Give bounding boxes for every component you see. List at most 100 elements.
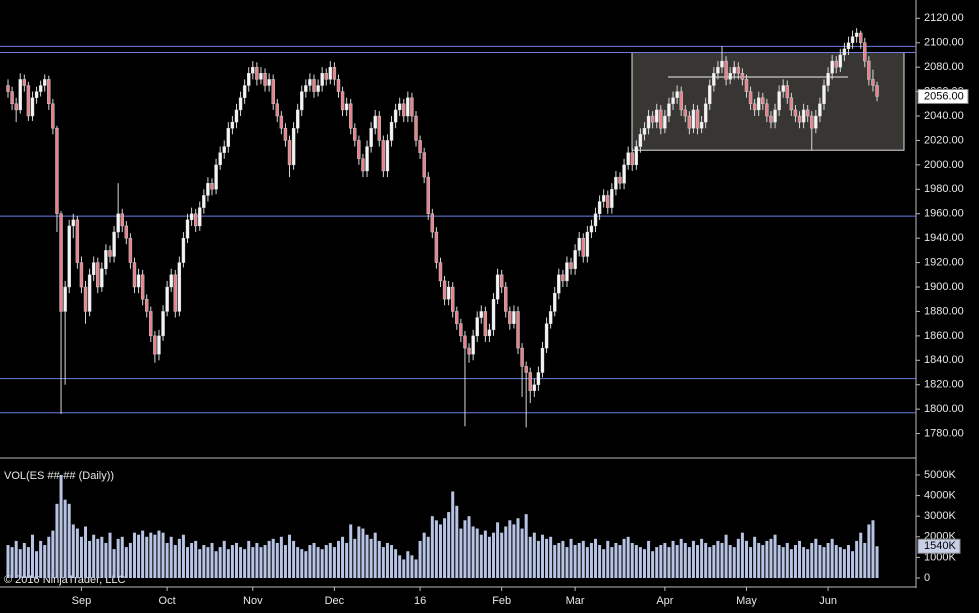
candle-body bbox=[663, 115, 667, 129]
volume-bar bbox=[288, 534, 292, 578]
volume-bar bbox=[520, 528, 524, 578]
last-volume-label: 1540K bbox=[924, 540, 956, 552]
candle-body bbox=[805, 109, 810, 117]
volume-bar bbox=[341, 536, 345, 578]
volume-bar bbox=[181, 534, 185, 578]
volume-bar bbox=[328, 542, 332, 578]
volume-bar bbox=[186, 547, 190, 578]
volume-bar bbox=[659, 545, 663, 578]
candle-body bbox=[451, 286, 455, 312]
volume-bar bbox=[463, 520, 467, 578]
volume-bar bbox=[728, 545, 732, 578]
volume-bar bbox=[365, 534, 369, 578]
volume-bar bbox=[324, 545, 328, 578]
candle-body bbox=[508, 311, 512, 324]
volume-bar bbox=[716, 540, 720, 578]
candle-body bbox=[365, 146, 369, 172]
candle-body bbox=[557, 274, 561, 294]
candle-body bbox=[120, 213, 124, 227]
candle-body bbox=[132, 262, 137, 288]
volume-bar bbox=[177, 538, 181, 578]
candle-body bbox=[238, 97, 243, 111]
candle-body bbox=[242, 85, 247, 98]
volume-tick-label: 0 bbox=[924, 572, 930, 584]
volume-bar bbox=[581, 540, 585, 578]
candle-body bbox=[703, 103, 708, 123]
candle-body bbox=[838, 54, 843, 68]
volume-bar bbox=[22, 542, 26, 578]
volume-bar bbox=[557, 542, 561, 578]
volume-bar bbox=[622, 538, 626, 578]
volume-bar bbox=[312, 542, 316, 578]
candle-body bbox=[810, 115, 814, 129]
candle-body bbox=[601, 195, 606, 202]
candle-body bbox=[532, 384, 537, 392]
volume-bar bbox=[798, 540, 802, 578]
volume-bar bbox=[373, 532, 377, 578]
y-tick-label: 2000.00 bbox=[924, 159, 964, 171]
candle-body bbox=[259, 73, 263, 80]
candle-body bbox=[177, 262, 182, 312]
volume-bar bbox=[161, 532, 165, 578]
volume-bar bbox=[157, 530, 161, 578]
candle-body bbox=[683, 109, 687, 117]
volume-bar bbox=[467, 516, 471, 578]
candle-body bbox=[426, 176, 430, 214]
volume-bar bbox=[504, 526, 508, 578]
candle-body bbox=[385, 140, 390, 172]
candle-body bbox=[87, 274, 92, 312]
candle-body bbox=[761, 97, 765, 105]
volume-bar bbox=[569, 538, 573, 578]
candle-body bbox=[589, 225, 594, 233]
volume-bar bbox=[55, 503, 59, 578]
volume-bar bbox=[149, 532, 153, 578]
volume-bar bbox=[92, 534, 96, 578]
candle-body bbox=[736, 66, 741, 74]
volume-bar bbox=[720, 542, 724, 578]
x-tick-label: Sep bbox=[72, 595, 92, 607]
candle-body bbox=[830, 60, 834, 74]
candle-body bbox=[271, 79, 275, 105]
candle-body bbox=[757, 97, 761, 111]
candle-body bbox=[646, 115, 651, 129]
volume-bar bbox=[549, 536, 553, 578]
volume-bar bbox=[271, 538, 275, 578]
candle-body bbox=[769, 115, 773, 123]
volume-bar bbox=[369, 538, 373, 578]
volume-bar bbox=[108, 532, 112, 578]
candle-body bbox=[691, 109, 696, 129]
volume-bar bbox=[830, 538, 834, 578]
candle-body bbox=[165, 286, 169, 312]
candle-body bbox=[475, 317, 479, 337]
y-tick-label: 1800.00 bbox=[924, 403, 964, 415]
volume-bar bbox=[749, 547, 753, 578]
volume-bar bbox=[214, 551, 218, 578]
y-tick-label: 1940.00 bbox=[924, 232, 964, 244]
volume-bar bbox=[385, 542, 389, 578]
candle-body bbox=[173, 274, 177, 312]
volume-bar bbox=[218, 547, 222, 578]
candle-body bbox=[516, 311, 520, 349]
volume-bar bbox=[239, 547, 243, 578]
candle-body bbox=[859, 32, 863, 43]
candle-body bbox=[10, 91, 14, 105]
volume-bar bbox=[243, 549, 247, 578]
candle-body bbox=[308, 79, 312, 86]
candle-body bbox=[573, 250, 577, 269]
volume-bar bbox=[206, 547, 210, 578]
candle-body bbox=[14, 103, 18, 111]
candle-body bbox=[214, 164, 218, 190]
candle-body bbox=[300, 91, 304, 111]
volume-bar bbox=[810, 542, 814, 578]
candle-body bbox=[793, 109, 798, 117]
candle-body bbox=[630, 152, 634, 166]
candle-body bbox=[304, 85, 308, 92]
volume-bar bbox=[545, 538, 549, 578]
candle-body bbox=[528, 372, 532, 392]
candle-body bbox=[434, 231, 439, 263]
volume-bar bbox=[410, 555, 414, 578]
volume-bar bbox=[492, 532, 496, 578]
candle-body bbox=[720, 60, 724, 68]
volume-bar bbox=[789, 549, 793, 578]
